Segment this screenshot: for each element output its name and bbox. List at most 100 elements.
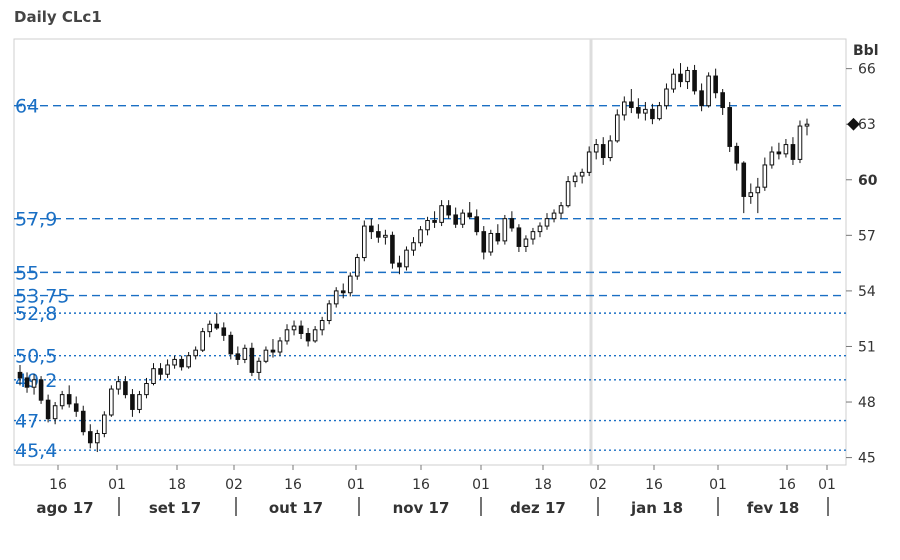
candle [362,220,367,262]
candle [678,63,683,88]
candle-body [593,144,599,153]
candle-body [460,212,465,225]
candle-body [130,394,135,410]
x-tick-label: 01 [108,477,126,493]
candle-body [776,151,782,155]
candle [123,376,128,399]
level-label: 52,8 [15,303,57,325]
candle [263,346,269,364]
candle-body [228,334,234,355]
candle-body [369,225,374,233]
candle-body [242,347,248,360]
candle-body [439,205,444,223]
y-tick-label: 48 [858,395,876,411]
candle-body [474,216,480,233]
candle-body [305,332,311,342]
candle-body [80,410,86,433]
x-tick-label: 16 [49,477,67,493]
month-label: ago 17 [36,499,93,517]
candle [193,346,198,360]
candle-body [467,212,473,218]
candle [657,101,662,121]
candle [242,344,248,364]
candle-body [537,225,543,233]
candle [87,424,93,449]
candle [109,385,114,417]
candle-body [790,144,796,160]
candle [102,411,107,438]
candle-body [291,325,297,331]
candle-body [622,101,627,116]
candle-body [741,162,747,197]
candle [214,313,220,330]
candle-body [249,347,255,373]
candle [249,342,255,377]
candle [481,226,487,260]
candle [502,214,508,245]
candle [614,109,620,143]
candle [66,385,72,408]
candle [530,227,536,245]
level-label: 57,9 [15,209,57,231]
candle-body [193,349,198,357]
candle [453,207,458,228]
candle [165,359,170,378]
candle-body [551,212,557,220]
candle-body [600,144,606,159]
candle [727,101,733,152]
candle-body [614,114,620,142]
candle-body [502,218,508,242]
candle [228,331,234,360]
candle [516,224,522,252]
candle [692,64,697,95]
candle [474,209,480,236]
candle [340,283,346,299]
candle [509,211,515,232]
candle-body [298,325,304,334]
candle-body [523,238,529,247]
candle-body [116,381,121,390]
candle [734,142,740,171]
candle [186,352,191,369]
candle-body [706,75,711,107]
candle [151,363,156,386]
candle [558,201,564,219]
candle-body [376,231,381,238]
candle [130,389,135,417]
candle-body [762,164,768,188]
candle [488,229,494,256]
candle [446,200,451,219]
candle [347,272,353,297]
candle [579,168,585,184]
x-tick-label: 01 [818,477,836,493]
candle-body [481,231,487,253]
candle [256,357,262,380]
level-label: 50,5 [15,346,57,368]
candle [467,201,473,219]
candle [622,96,627,121]
candle-body [544,218,550,227]
y-tick-label: 60 [858,173,878,189]
candle [179,355,184,371]
candle [376,224,381,243]
candle-body [516,227,522,247]
candle [383,229,388,245]
candle [31,374,37,395]
candle-body [256,360,262,373]
candle [291,320,297,336]
candle [790,137,796,165]
candle-body [453,214,458,225]
level-label: 55 [15,262,39,284]
candle [748,183,754,204]
candle-body [720,92,725,109]
candle-body [17,371,23,379]
candle [425,216,430,236]
candle-body [685,69,690,83]
candle [333,287,339,308]
candle-body [699,90,704,107]
x-tick-label: 16 [645,477,663,493]
candle-body [270,349,276,353]
candle-body [425,220,430,231]
candle-body [186,355,191,368]
